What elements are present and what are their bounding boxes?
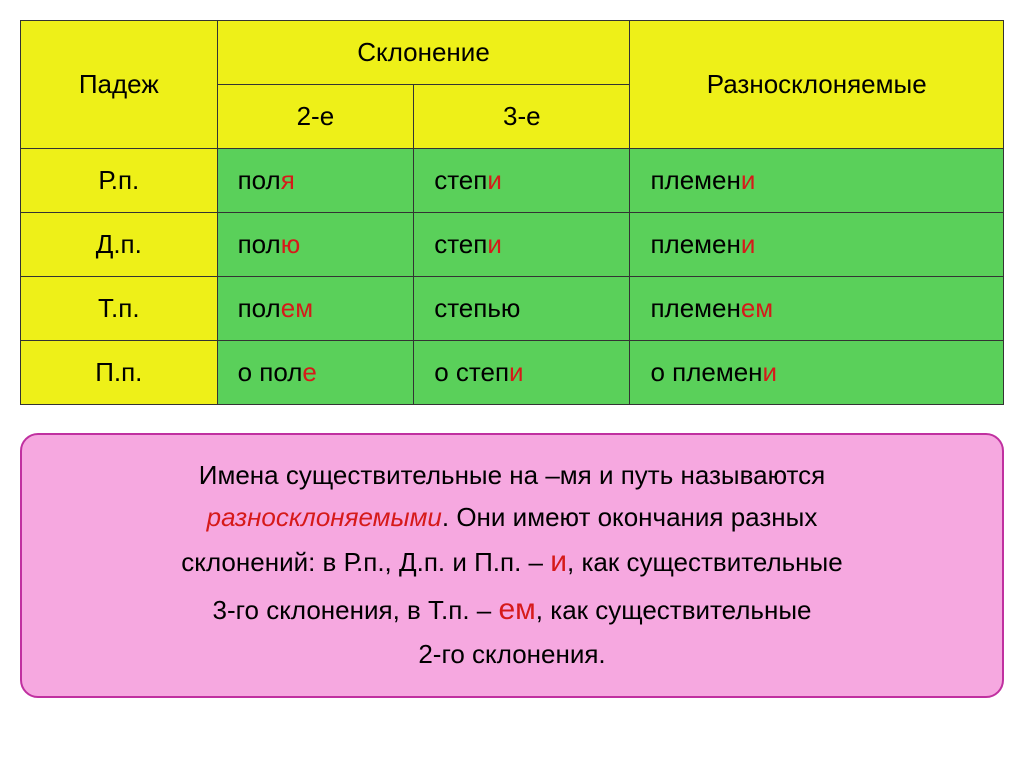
rule-text: Имена существительные на –мя и путь назы… xyxy=(199,460,825,490)
word-stem: степ xyxy=(434,293,487,323)
case-cell: Д.п. xyxy=(21,213,218,277)
header-row-1: Падеж Склонение Разносклоняемые xyxy=(21,21,1004,85)
word-stem: племен xyxy=(650,229,740,259)
rule-line-1: Имена существительные на –мя и путь назы… xyxy=(50,455,974,497)
word-ending: ем xyxy=(741,293,773,323)
word-cell-d3: степи xyxy=(414,213,630,277)
rule-line-4: 3-го склонения, в Т.п. – ем, как существ… xyxy=(50,586,974,634)
rule-text: , как существительные xyxy=(536,595,812,625)
word-cell-d3: о степи xyxy=(414,341,630,405)
word-cell-d2: поля xyxy=(217,149,414,213)
word-stem: племен xyxy=(650,165,740,195)
word-ending: и xyxy=(763,357,778,387)
word-stem: пол xyxy=(238,293,281,323)
rule-line-5: 2-го склонения. xyxy=(50,634,974,676)
word-cell-d3: степью xyxy=(414,277,630,341)
word-stem: о племен xyxy=(650,357,762,387)
word-ending: ем xyxy=(281,293,313,323)
case-cell: Р.п. xyxy=(21,149,218,213)
word-suffix: ью xyxy=(487,293,520,323)
table-row: Т.п. полем степью племенем xyxy=(21,277,1004,341)
rule-text: 2-го склонения. xyxy=(418,639,605,669)
word-cell-irregular: племени xyxy=(630,213,1004,277)
word-ending: и xyxy=(487,229,502,259)
word-ending: и xyxy=(741,165,756,195)
word-stem: племен xyxy=(650,293,740,323)
declension-table: Падеж Склонение Разносклоняемые 2-е 3-е … xyxy=(20,20,1004,405)
table-row: П.п. о поле о степи о племени xyxy=(21,341,1004,405)
word-ending: и xyxy=(509,357,524,387)
header-declension: Склонение xyxy=(217,21,630,85)
rule-line-3: склонений: в Р.п., Д.п. и П.п. – и, как … xyxy=(50,538,974,586)
rule-text: 3-го склонения, в Т.п. – xyxy=(212,595,498,625)
header-case: Падеж xyxy=(21,21,218,149)
word-ending: е xyxy=(302,357,316,387)
word-cell-d3: степи xyxy=(414,149,630,213)
word-stem: о степ xyxy=(434,357,509,387)
word-stem: пол xyxy=(238,165,281,195)
rule-box: Имена существительные на –мя и путь назы… xyxy=(20,433,1004,698)
word-stem: степ xyxy=(434,229,487,259)
word-ending: я xyxy=(281,165,295,195)
word-ending: и xyxy=(487,165,502,195)
table-row: Р.п. поля степи племени xyxy=(21,149,1004,213)
header-d2: 2-е xyxy=(217,85,414,149)
word-cell-irregular: о племени xyxy=(630,341,1004,405)
word-ending: и xyxy=(741,229,756,259)
word-ending: ю xyxy=(281,229,301,259)
rule-highlight: и xyxy=(550,545,567,578)
word-cell-d2: полем xyxy=(217,277,414,341)
word-cell-irregular: племенем xyxy=(630,277,1004,341)
table-row: Д.п. полю степи племени xyxy=(21,213,1004,277)
rule-text: склонений: в Р.п., Д.п. и П.п. – xyxy=(181,547,550,577)
rule-term: разносклоняемыми xyxy=(207,502,442,532)
case-cell: Т.п. xyxy=(21,277,218,341)
word-stem: степ xyxy=(434,165,487,195)
word-cell-d2: полю xyxy=(217,213,414,277)
case-cell: П.п. xyxy=(21,341,218,405)
rule-text: . Они имеют окончания разных xyxy=(442,502,817,532)
word-stem: пол xyxy=(238,229,281,259)
word-cell-irregular: племени xyxy=(630,149,1004,213)
rule-highlight: ем xyxy=(498,593,535,626)
rule-text: , как существительные xyxy=(567,547,843,577)
header-irregular: Разносклоняемые xyxy=(630,21,1004,149)
rule-line-2: разносклоняемыми. Они имеют окончания ра… xyxy=(50,497,974,539)
word-stem: о пол xyxy=(238,357,303,387)
word-cell-d2: о поле xyxy=(217,341,414,405)
page-container: Падеж Склонение Разносклоняемые 2-е 3-е … xyxy=(20,20,1004,698)
header-d3: 3-е xyxy=(414,85,630,149)
